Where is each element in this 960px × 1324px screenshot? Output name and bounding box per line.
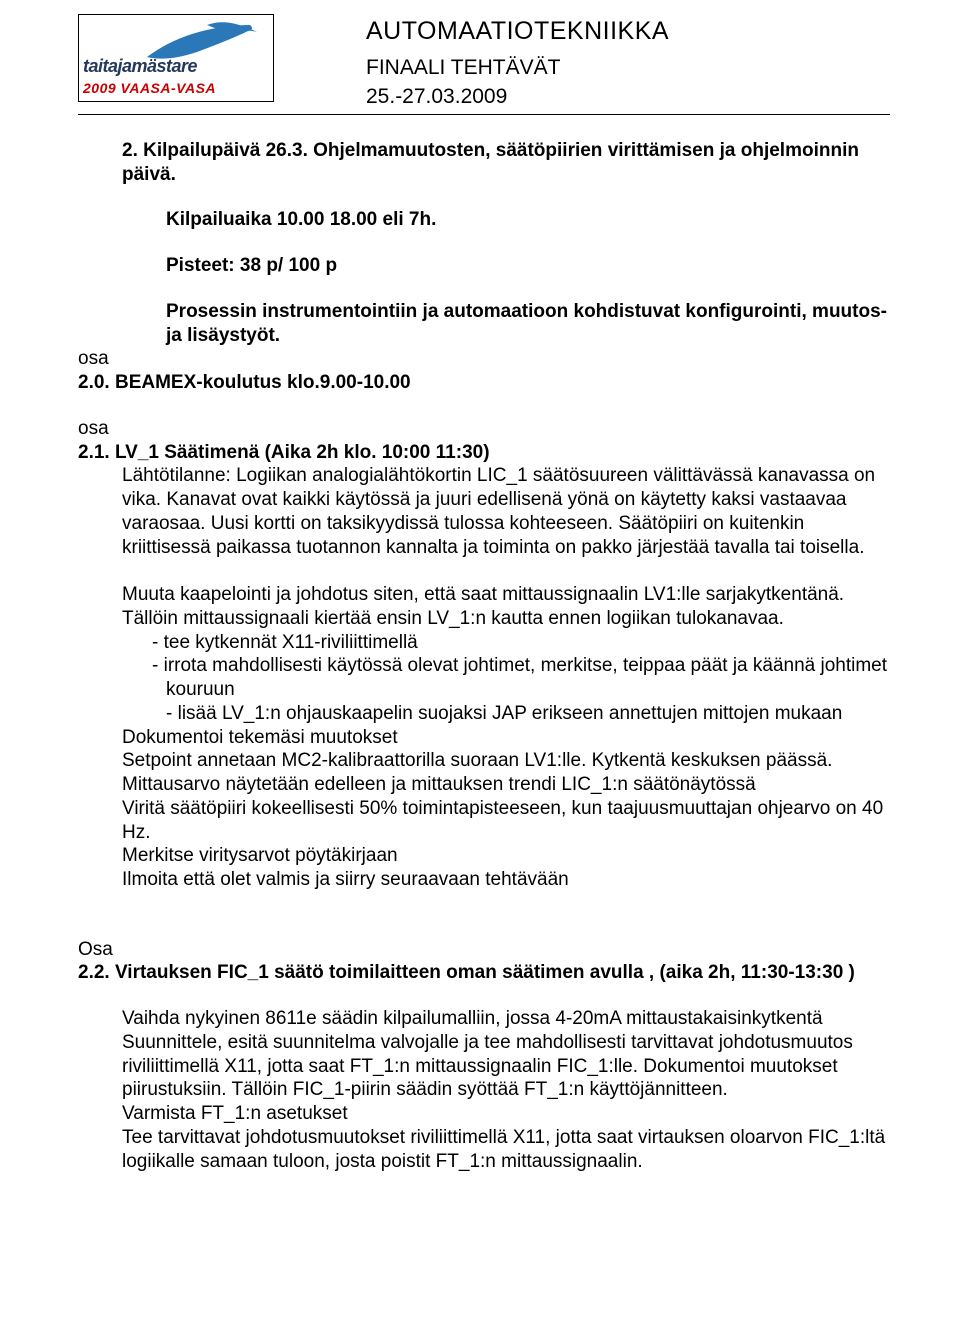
doc-date: 25.-27.03.2009 [366, 84, 669, 110]
osa-2-2-p1: Vaihda nykyinen 8611e säädin kilpailumal… [122, 1007, 890, 1031]
doc-subtitle: FINAALI TEHTÄVÄT [366, 55, 669, 81]
section-2-heading: 2. Kilpailupäivä 26.3. Ohjelmamuutosten,… [122, 139, 890, 187]
osa-2-0-label: osa [78, 347, 890, 371]
osa-2-1-p4: Setpoint annetaan MC2-kalibraattorilla s… [122, 749, 890, 773]
process-intro: Prosessin instrumentointiin ja automaati… [166, 300, 890, 348]
osa-2-2-title: 2.2. Virtauksen FIC_1 säätö toimilaittee… [78, 961, 890, 985]
kilpailuaika: Kilpailuaika 10.00 18.00 eli 7h. [166, 208, 890, 232]
osa-2-0-line: 2.0. BEAMEX-koulutus klo.9.00-10.00 [78, 371, 890, 395]
osa-2-2-body: Vaihda nykyinen 8611e säädin kilpailumal… [122, 1007, 890, 1173]
document-header: taitajamästare 2009 VAASA-VASA AUTOMAATI… [78, 14, 890, 110]
osa-2-1-p1: Lähtötilanne: Logiikan analogialähtökort… [122, 464, 890, 559]
osa-2-1-b2: - irrota mahdollisesti käytössä olevat j… [122, 654, 890, 702]
osa-2-2-p2: Suunnittele, esitä suunnitelma valvojall… [122, 1031, 890, 1102]
osa-2-1-label: osa [78, 417, 890, 441]
osa-2-1-body: Lähtötilanne: Logiikan analogialähtökort… [122, 464, 890, 892]
osa-2-1-p3: Dokumentoi tekemäsi muutokset [122, 726, 890, 750]
logo-text-2: 2009 VAASA-VASA [83, 80, 216, 98]
osa-2-2-label: Osa [78, 938, 890, 962]
osa-2-1-p5: Mittausarvo näytetään edelleen ja mittau… [122, 773, 890, 797]
osa-2-1-p8: Ilmoita että olet valmis ja siirry seura… [122, 868, 890, 892]
header-divider [78, 114, 890, 115]
osa-2-1-p7: Merkitse viritysarvot pöytäkirjaan [122, 844, 890, 868]
osa-2-1-p6: Viritä säätöpiiri kokeellisesti 50% toim… [122, 797, 890, 845]
osa-2-2-p4: Tee tarvittavat johdotusmuutokset rivili… [122, 1126, 890, 1174]
header-text-block: AUTOMAATIOTEKNIIKKA FINAALI TEHTÄVÄT 25.… [366, 14, 669, 110]
logo-text-1: taitajamästare [83, 55, 197, 78]
osa-2-1-title: 2.1. LV_1 Säätimenä (Aika 2h klo. 10:00 … [78, 441, 890, 465]
osa-2-1-b3: - lisää LV_1:n ohjauskaapelin suojaksi J… [122, 702, 890, 726]
doc-title: AUTOMAATIOTEKNIIKKA [366, 16, 669, 47]
osa-2-2-p3: Varmista FT_1:n asetukset [122, 1102, 890, 1126]
logo: taitajamästare 2009 VAASA-VASA [78, 14, 274, 102]
osa-2-1-b1: - tee kytkennät X11-riviliittimellä [122, 631, 890, 655]
osa-2-1-p2a: Muuta kaapelointi ja johdotus siten, ett… [122, 583, 890, 631]
pisteet: Pisteet: 38 p/ 100 p [166, 254, 890, 278]
